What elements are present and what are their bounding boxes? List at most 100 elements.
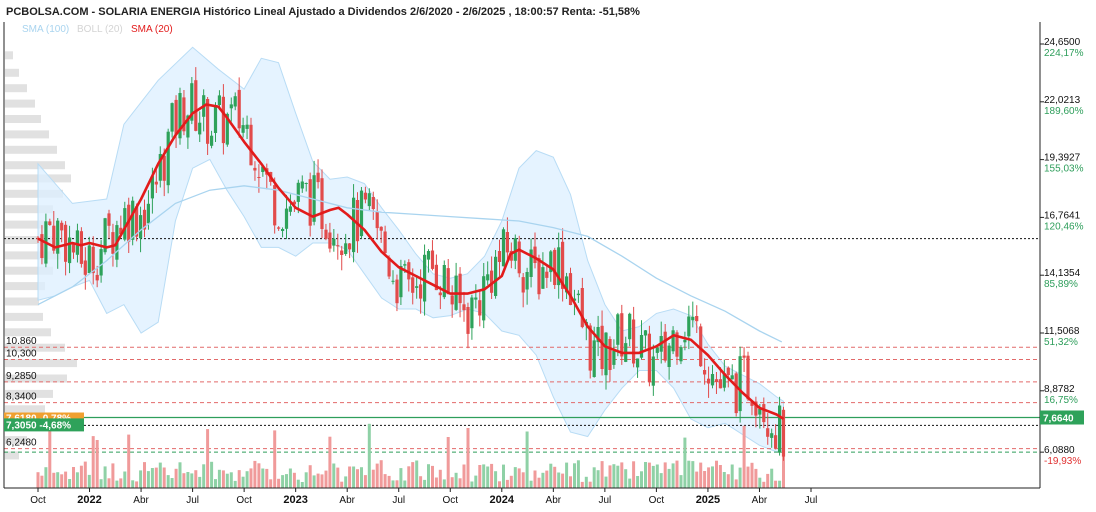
volume-bar	[158, 462, 162, 488]
candle-body	[40, 234, 44, 258]
volume-bar	[221, 470, 225, 488]
candle-body	[628, 313, 632, 340]
candle-body	[671, 330, 675, 352]
candle-body	[87, 245, 91, 273]
candle-body	[292, 201, 296, 205]
candle-body	[620, 313, 624, 357]
bollinger-band-area	[37, 46, 784, 453]
volume-bar	[584, 476, 588, 488]
volume-bar	[40, 475, 44, 488]
legend-sma20: SMA (20)	[131, 24, 173, 35]
candle-body	[734, 373, 738, 414]
candle-body	[647, 333, 651, 383]
volume-bar	[123, 471, 127, 488]
volume-bar	[146, 471, 150, 488]
volume-profile-bar	[5, 220, 47, 229]
volume-profile-bar	[5, 389, 53, 398]
chart-title: PCBOLSA.COM - SOLARIA ENERGIA Histórico …	[6, 6, 640, 18]
candle-body	[403, 264, 407, 266]
x-tick-label: 2022	[77, 494, 101, 506]
volume-bar	[83, 461, 87, 488]
volume-bar	[99, 479, 103, 488]
candle-body	[695, 316, 699, 322]
candle-body	[411, 277, 415, 293]
volume-bar	[150, 468, 154, 488]
candle-body	[75, 230, 79, 255]
candle-body	[494, 256, 498, 296]
y-tick-label: 22,0213	[1044, 95, 1081, 106]
volume-bar	[470, 481, 474, 488]
candle-body	[79, 231, 83, 264]
volume-bar	[336, 467, 340, 488]
volume-bar	[360, 467, 363, 488]
volume-bar	[296, 479, 300, 488]
candle-body	[332, 238, 336, 246]
volume-bar	[273, 430, 277, 488]
volume-bar	[281, 475, 285, 488]
volume-bar	[423, 479, 427, 488]
volume-bar	[541, 472, 545, 488]
volume-bar	[612, 464, 616, 488]
volume-bar	[557, 472, 561, 488]
volume-bar	[640, 471, 643, 488]
y-tick-label: 11,5068	[1044, 326, 1080, 337]
candle-body	[738, 356, 742, 412]
candle-body	[754, 401, 758, 416]
volume-bar	[316, 473, 320, 488]
candle-body	[210, 135, 214, 146]
volume-bar	[288, 468, 292, 488]
candle-body	[675, 332, 679, 357]
volume-bar	[320, 474, 324, 488]
candle-body	[249, 124, 253, 166]
candle-body	[359, 190, 364, 237]
y-tick-label: 8,8782	[1044, 384, 1075, 395]
candle-body	[486, 274, 490, 281]
volume-bar	[734, 479, 738, 488]
candle-body	[139, 215, 143, 239]
candle-body	[707, 378, 711, 384]
volume-bar	[91, 436, 95, 488]
candle-body	[710, 374, 715, 386]
y-tick-label: 6,0880	[1044, 445, 1075, 456]
candle-body	[699, 326, 703, 367]
volume-bar	[178, 462, 182, 488]
candle-body	[557, 247, 561, 286]
volume-bar	[48, 421, 52, 488]
volume-profile-bar	[5, 451, 19, 460]
candle-body	[781, 409, 786, 457]
volume-bar	[711, 466, 714, 488]
candle-body	[229, 104, 233, 109]
candle-body	[419, 284, 423, 299]
candle-body	[497, 251, 502, 262]
candle-body	[572, 298, 577, 301]
y-tick-label: 16,7641	[1044, 210, 1081, 221]
volume-bar	[553, 466, 557, 488]
volume-bar	[442, 479, 446, 488]
candle-body	[352, 197, 356, 253]
y-tick-pct: 224,17%	[1044, 48, 1084, 59]
candle-body	[608, 339, 612, 370]
volume-bar	[241, 476, 245, 488]
candle-body	[233, 96, 237, 107]
candle-body	[687, 316, 691, 337]
candle-body	[166, 131, 170, 186]
candle-body	[154, 181, 158, 185]
candle-body	[490, 270, 494, 293]
volume-bar	[127, 434, 131, 488]
volume-profile-bar	[5, 84, 27, 93]
volume-bar	[746, 466, 750, 488]
volume-bar	[194, 470, 198, 488]
volume-bar	[715, 460, 718, 488]
volume-bar	[217, 469, 221, 488]
volume-profile-bar	[5, 115, 41, 123]
volume-bar	[277, 478, 281, 488]
volume-bar	[498, 481, 501, 488]
volume-bar	[778, 480, 782, 488]
candle-body	[190, 83, 194, 121]
x-tick-label: Abr	[752, 495, 768, 506]
volume-bar	[265, 468, 269, 488]
candle-body	[553, 249, 557, 285]
volume-bar	[308, 465, 312, 488]
volume-bar	[754, 468, 758, 488]
candle-body	[415, 286, 419, 288]
